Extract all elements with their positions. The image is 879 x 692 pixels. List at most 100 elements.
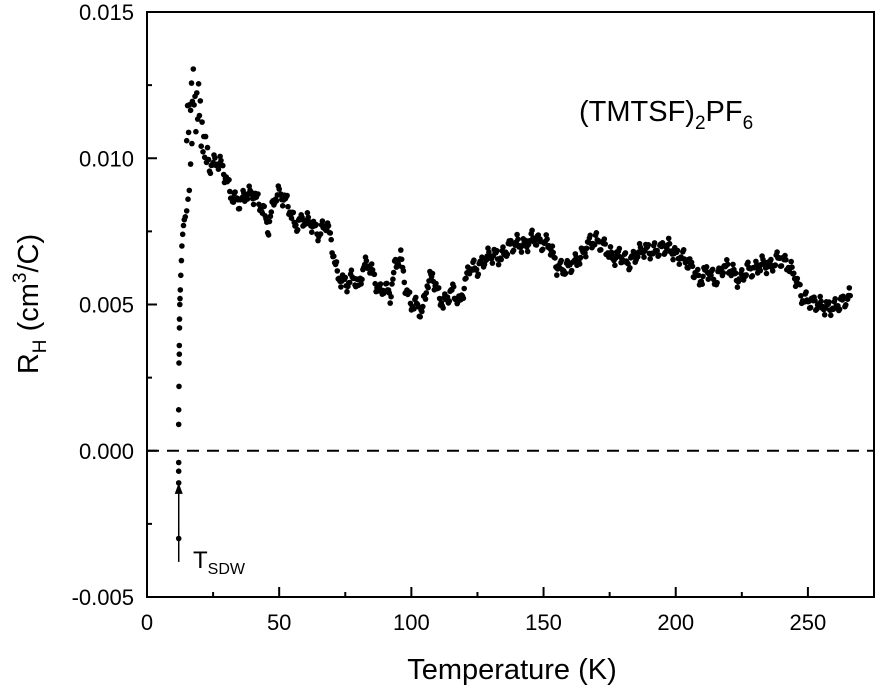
data-point bbox=[193, 128, 199, 135]
data-point bbox=[338, 284, 344, 290]
data-point bbox=[807, 304, 814, 311]
data-point bbox=[419, 308, 425, 315]
data-point bbox=[651, 240, 658, 246]
data-point bbox=[627, 265, 633, 271]
data-point bbox=[371, 271, 378, 278]
data-point bbox=[342, 274, 349, 281]
data-point bbox=[703, 264, 710, 270]
data-point bbox=[358, 281, 364, 287]
data-point bbox=[832, 296, 838, 302]
data-point bbox=[583, 245, 590, 252]
data-point bbox=[601, 236, 608, 242]
data-point bbox=[695, 272, 702, 279]
data-point bbox=[334, 268, 341, 274]
data-point bbox=[576, 261, 583, 267]
data-point bbox=[685, 265, 691, 271]
data-point bbox=[821, 312, 828, 318]
data-point bbox=[647, 255, 653, 262]
data-point bbox=[398, 247, 404, 253]
data-point bbox=[220, 162, 226, 169]
data-point bbox=[177, 287, 184, 293]
data-point bbox=[205, 156, 212, 163]
data-point bbox=[325, 222, 332, 229]
data-point bbox=[591, 241, 598, 248]
data-point bbox=[390, 276, 396, 283]
data-point bbox=[689, 263, 696, 270]
data-point bbox=[175, 468, 182, 475]
data-point bbox=[383, 280, 390, 287]
data-point bbox=[425, 284, 431, 291]
data-point bbox=[175, 421, 182, 428]
data-point bbox=[177, 295, 183, 302]
data-point bbox=[178, 257, 185, 264]
data-point bbox=[285, 203, 291, 210]
data-point bbox=[783, 257, 789, 263]
data-point bbox=[543, 232, 549, 238]
data-point bbox=[299, 214, 305, 221]
data-point bbox=[309, 229, 315, 235]
data-point bbox=[319, 218, 326, 224]
data-point bbox=[346, 279, 353, 286]
data-point bbox=[552, 255, 558, 261]
data-point bbox=[196, 112, 203, 119]
x-tick-label: 0 bbox=[141, 610, 153, 635]
data-point bbox=[188, 80, 195, 86]
data-point bbox=[400, 268, 407, 274]
data-point bbox=[236, 205, 243, 212]
data-point bbox=[612, 262, 618, 269]
data-point bbox=[846, 285, 853, 291]
tsdw-annotation: TSDW bbox=[193, 547, 246, 578]
data-point bbox=[836, 306, 843, 313]
data-point bbox=[368, 261, 375, 267]
data-point bbox=[175, 480, 182, 486]
data-point bbox=[568, 267, 575, 274]
data-point bbox=[828, 312, 834, 319]
data-point bbox=[486, 249, 492, 255]
y-axis-title: RH (cm3/C) bbox=[10, 234, 51, 374]
data-point bbox=[411, 306, 417, 312]
data-point bbox=[189, 140, 195, 147]
data-point bbox=[293, 222, 299, 228]
data-point bbox=[348, 267, 355, 274]
data-point bbox=[175, 407, 182, 413]
data-point bbox=[284, 192, 290, 199]
data-point bbox=[177, 301, 183, 308]
data-point bbox=[724, 261, 731, 268]
data-point bbox=[789, 264, 795, 271]
data-point bbox=[199, 119, 205, 125]
data-point bbox=[363, 258, 370, 264]
data-point bbox=[313, 221, 320, 228]
data-point bbox=[226, 177, 232, 183]
data-point bbox=[549, 243, 556, 249]
data-point bbox=[304, 210, 311, 216]
data-point bbox=[450, 283, 457, 290]
data-point bbox=[215, 166, 222, 172]
data-point bbox=[720, 270, 727, 276]
data-point bbox=[734, 284, 741, 291]
data-point bbox=[429, 270, 436, 277]
data-point bbox=[186, 187, 193, 194]
data-point bbox=[198, 143, 204, 149]
y-tick-label: 0.010 bbox=[79, 146, 134, 171]
data-point bbox=[554, 272, 560, 278]
data-point bbox=[176, 316, 183, 322]
data-point bbox=[645, 242, 652, 248]
plot-frame bbox=[146, 11, 875, 598]
data-point bbox=[562, 270, 569, 277]
data-point bbox=[709, 266, 716, 273]
data-point bbox=[328, 236, 335, 243]
x-tick-label: 200 bbox=[657, 610, 694, 635]
data-point bbox=[602, 241, 608, 247]
data-point bbox=[593, 230, 600, 236]
data-point bbox=[680, 247, 687, 253]
data-point bbox=[327, 230, 334, 236]
data-point bbox=[847, 292, 853, 299]
data-point bbox=[195, 81, 202, 87]
y-tick-label: 0.005 bbox=[79, 293, 134, 318]
data-point bbox=[550, 249, 556, 256]
data-point bbox=[769, 268, 776, 274]
data-point bbox=[290, 209, 297, 216]
data-point bbox=[179, 231, 186, 238]
data-point bbox=[244, 196, 251, 202]
data-point bbox=[529, 227, 535, 234]
